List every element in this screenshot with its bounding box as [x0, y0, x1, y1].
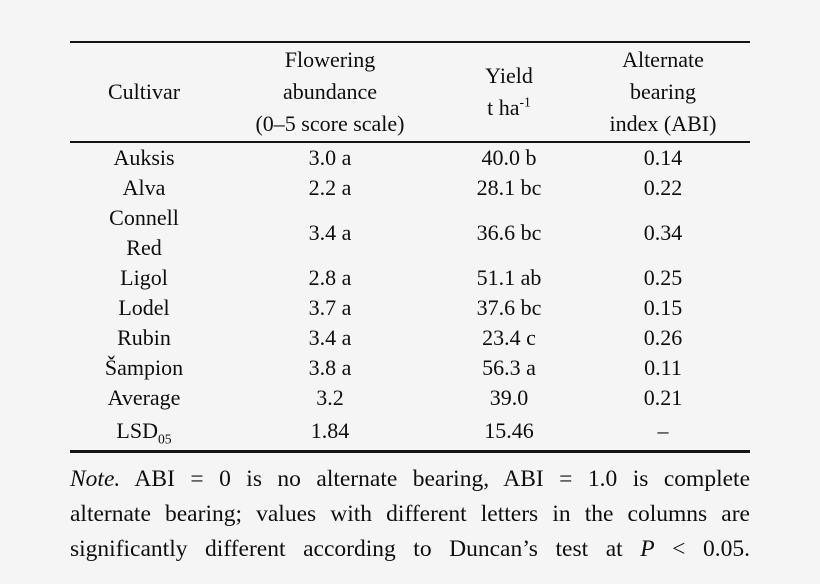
table-row-ligol: Ligol 2.8 a 51.1 ab 0.25	[70, 263, 750, 293]
cell-yield: 40.0 b	[481, 145, 537, 170]
cell-cultivar: Ligol	[120, 265, 168, 290]
cell-flowering: 3.8 a	[308, 355, 352, 380]
note-segment: ABI = 0 is no alternate bearing, ABI = 1…	[120, 465, 750, 492]
lsd-label-base: LSD	[116, 418, 158, 444]
lsd-label-subscript: 05	[157, 431, 172, 447]
note-segment: < 0.05.	[654, 535, 750, 562]
cell-flowering: 1.84	[310, 418, 350, 444]
header-alternate-bearing-index: Alternate bearing index (ABI)	[609, 47, 717, 136]
cell-cultivar: Rubin	[117, 325, 171, 350]
cell-flowering: 3.0 a	[308, 145, 352, 170]
table-row-alva: Alva 2.2 a 28.1 bc 0.22	[70, 173, 750, 203]
cell-yield: 28.1 bc	[476, 175, 542, 200]
cell-abi: 0.34	[643, 220, 683, 245]
cell-flowering: 2.2 a	[308, 175, 352, 200]
cell-abi: 0.22	[643, 175, 683, 200]
table-row-rubin: Rubin 3.4 a 23.4 c 0.26	[70, 323, 750, 353]
cultivar-data-table: Cultivar Flowering abundance (0–5 score …	[70, 41, 750, 453]
note-segment: significantly different according to Dun…	[70, 535, 641, 562]
header-cultivar: Cultivar	[107, 79, 181, 104]
cell-flowering: 3.2	[316, 385, 344, 410]
header-flowering-abundance: Flowering abundance (0–5 score scale)	[255, 47, 405, 136]
cell-cultivar: Average	[107, 385, 181, 410]
cell-lsd-label: LSD05	[70, 413, 218, 451]
table-row-lodel: Lodel 3.7 a 37.6 bc 0.15	[70, 293, 750, 323]
cell-abi: 0.25	[643, 265, 683, 290]
table-header: Cultivar Flowering abundance (0–5 score …	[70, 42, 750, 142]
note-italic-segment: Note.	[70, 465, 121, 492]
cell-flowering: 2.8 a	[308, 265, 352, 290]
table-row-connell-red: Connell Red 3.4 a 36.6 bc 0.34	[70, 203, 750, 263]
yield-unit-base: t ha	[487, 95, 520, 120]
cell-cultivar: Lodel	[118, 295, 170, 320]
cell-flowering: 3.4 a	[308, 325, 352, 350]
cell-yield: 39.0	[489, 385, 529, 410]
cell-flowering: 3.7 a	[308, 295, 352, 320]
table-row-average: Average 3.2 39.0 0.21	[70, 383, 750, 413]
cell-cultivar: Alva	[122, 175, 166, 200]
note-segment: alternate bearing; values with different…	[70, 500, 750, 527]
cell-abi: 0.15	[643, 295, 683, 320]
cell-abi: 0.14	[643, 145, 683, 170]
note-text: Note. ABI = 0 is no alternate bearing, A…	[70, 462, 750, 567]
yield-label: Yield	[485, 63, 533, 88]
cell-abi: 0.21	[643, 385, 683, 410]
cell-cultivar: Šampion	[104, 355, 184, 380]
header-yield: Yield t ha-1	[442, 42, 576, 142]
cell-abi: 0.11	[644, 355, 682, 380]
note-line: significantly different according to Dun…	[70, 532, 750, 567]
note-line: alternate bearing; values with different…	[70, 497, 750, 532]
cell-flowering: 3.4 a	[308, 220, 352, 245]
header-row: Cultivar Flowering abundance (0–5 score …	[70, 42, 750, 142]
cell-yield: 15.46	[484, 418, 534, 444]
cell-abi: 0.26	[643, 325, 683, 350]
cell-cultivar: Auksis	[113, 145, 175, 170]
note-line: Note. ABI = 0 is no alternate bearing, A…	[70, 462, 750, 497]
yield-unit-exponent: -1	[519, 94, 531, 110]
table-body: Auksis 3.0 a 40.0 b 0.14 Alva 2.2 a 28.1…	[70, 142, 750, 451]
note-italic-segment: P	[640, 535, 655, 562]
cell-yield: 37.6 bc	[476, 295, 542, 320]
cell-yield: 56.3 a	[482, 355, 536, 380]
yield-unit: t ha-1	[444, 92, 574, 124]
cell-yield: 51.1 ab	[476, 265, 542, 290]
table-row-auksis: Auksis 3.0 a 40.0 b 0.14	[70, 142, 750, 173]
table-row-lsd: LSD05 1.84 15.46 –	[70, 413, 750, 451]
cell-cultivar: Connell Red	[109, 205, 179, 260]
cell-yield: 36.6 bc	[476, 220, 542, 245]
cell-abi: –	[657, 418, 669, 444]
paper-table-figure: Cultivar Flowering abundance (0–5 score …	[70, 41, 750, 567]
cell-yield: 23.4 c	[482, 325, 536, 350]
table-row-sampion: Šampion 3.8 a 56.3 a 0.11	[70, 353, 750, 383]
